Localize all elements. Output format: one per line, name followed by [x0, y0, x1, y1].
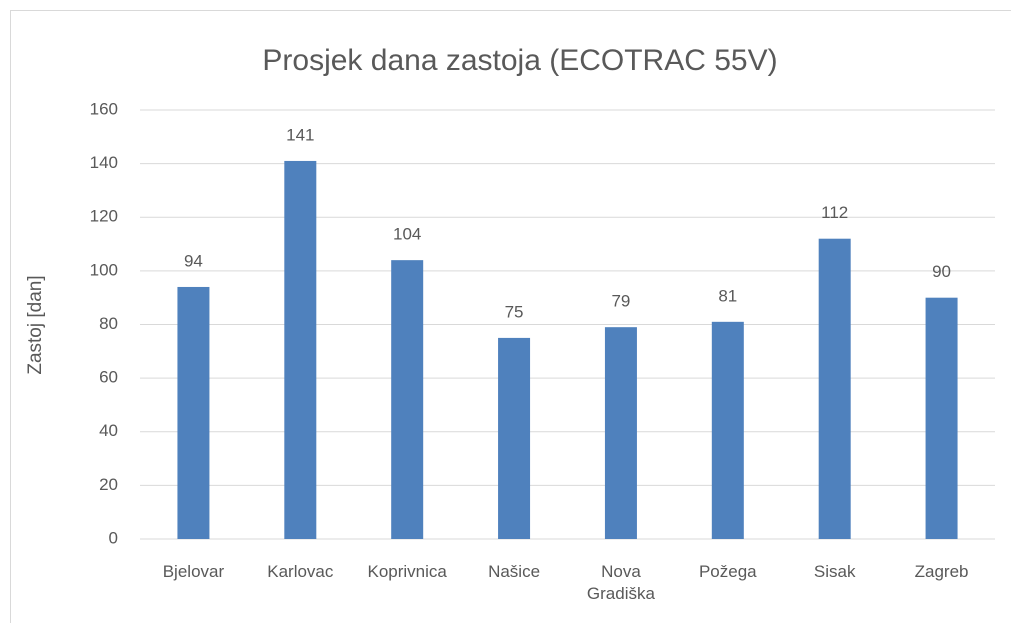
- frame: [10, 10, 1011, 623]
- x-tick-label: Koprivnica: [367, 562, 447, 581]
- y-tick-label: 0: [109, 528, 118, 547]
- data-label: 112: [821, 203, 848, 222]
- bar: [604, 327, 637, 539]
- x-tick-label: Bjelovar: [162, 562, 225, 581]
- data-label: 75: [505, 302, 524, 321]
- x-tick-label: Našice: [488, 562, 541, 581]
- x-tick-label: Karlovac: [267, 562, 334, 581]
- data-label: 81: [718, 286, 737, 305]
- data-label: 90: [932, 262, 951, 281]
- data-label: 94: [184, 251, 203, 270]
- chart-title: Prosjek dana zastoja (ECOTRAC 55V): [262, 44, 777, 77]
- y-tick-label: 20: [99, 475, 118, 494]
- y-tick-label: 100: [90, 260, 118, 279]
- bar: [177, 286, 210, 539]
- y-tick-label: 40: [99, 421, 118, 440]
- bar: [711, 321, 744, 539]
- x-tick-label: Nova Gradiška: [586, 562, 655, 603]
- bar: [284, 160, 317, 539]
- bar: [391, 260, 424, 539]
- y-tick-label: 60: [99, 368, 118, 387]
- y-tick-label: 80: [99, 314, 118, 333]
- y-axis-label: Zastoj [dan]: [25, 275, 46, 374]
- data-label: 141: [286, 125, 314, 144]
- x-tick-label: Požega: [698, 562, 757, 581]
- data-label: 79: [611, 292, 630, 311]
- bar: [498, 337, 531, 539]
- bar: [818, 238, 851, 539]
- x-tick-label: Sisak: [813, 562, 856, 581]
- y-tick-label: 120: [90, 207, 118, 226]
- data-label: 104: [393, 225, 421, 244]
- x-tick-label: Zagreb: [914, 562, 969, 581]
- y-tick-label: 140: [90, 153, 118, 172]
- y-tick-label: 160: [90, 99, 118, 118]
- bar: [925, 297, 958, 539]
